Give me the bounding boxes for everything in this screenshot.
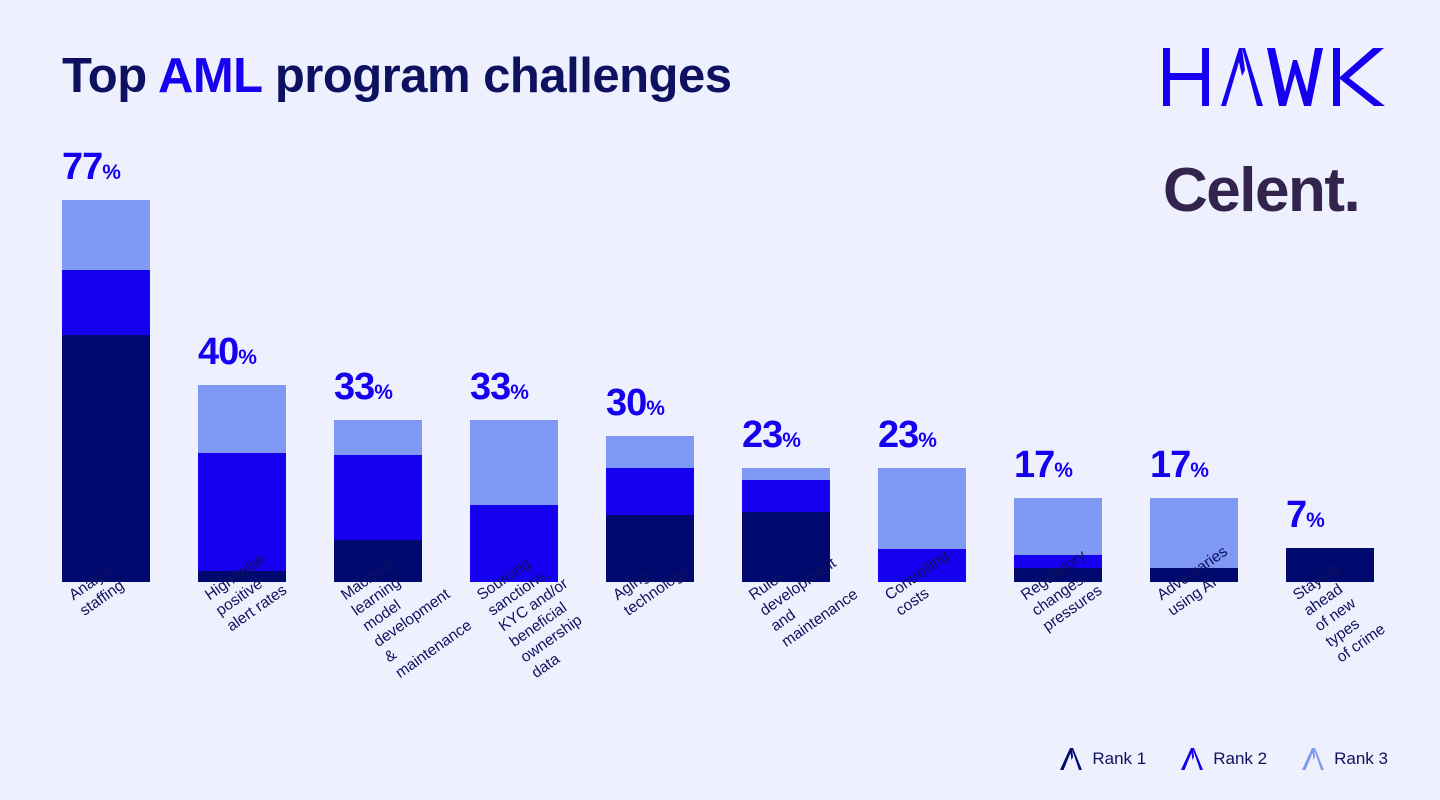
bar-segment-rank2 xyxy=(62,270,150,335)
bar-value-number: 17 xyxy=(1150,444,1191,486)
page-title-highlight: AML xyxy=(157,49,262,103)
hawk-wing-icon xyxy=(1302,748,1325,770)
legend-label: Rank 2 xyxy=(1213,749,1268,768)
bar-segment-rank2 xyxy=(878,549,966,582)
bar-stack xyxy=(1286,548,1374,582)
legend-label: Rank 1 xyxy=(1092,749,1147,768)
bar-value-label: 33% xyxy=(470,368,610,406)
bar-value-unit: % xyxy=(102,161,121,184)
chart-legend: Rank 1 Rank 2 Rank 3 xyxy=(1059,748,1388,770)
bar-segment-rank3 xyxy=(1014,498,1102,555)
bar-segment-rank2 xyxy=(1014,555,1102,568)
bar-segment-rank2 xyxy=(198,453,286,571)
legend-label: Rank 3 xyxy=(1334,749,1388,768)
bar-stack xyxy=(878,468,966,582)
bar-segment-rank3 xyxy=(742,468,830,480)
bar-value-number: 77 xyxy=(62,146,103,188)
bar-value-number: 40 xyxy=(198,331,239,373)
bar-stack xyxy=(334,420,422,582)
bar-segment-rank1 xyxy=(334,540,422,582)
bar-value-unit: % xyxy=(510,381,529,404)
bar-segment-rank3 xyxy=(606,436,694,468)
hawk-wing-icon xyxy=(1060,748,1083,770)
bar-value-label: 40% xyxy=(198,333,338,371)
bar-segment-rank2 xyxy=(606,468,694,515)
celent-logo: Celent. xyxy=(1163,156,1361,225)
bar-value-number: 33 xyxy=(470,366,511,408)
bar-value-unit: % xyxy=(238,346,257,369)
bar-segment-rank2 xyxy=(470,505,558,582)
legend-item-1[interactable]: Rank 1 xyxy=(1059,748,1146,770)
bar-value-label: 7% xyxy=(1286,496,1426,534)
bar-value-unit: % xyxy=(1054,459,1073,482)
hawk-wing-icon xyxy=(1181,748,1204,770)
bar-value-label: 17% xyxy=(1014,446,1154,484)
bar-segment-rank3 xyxy=(62,200,150,270)
page-title-suffix: program challenges xyxy=(261,49,732,103)
bar-segment-rank3 xyxy=(878,468,966,549)
bar-value-number: 7 xyxy=(1286,494,1307,536)
legend-item-3[interactable]: Rank 3 xyxy=(1301,748,1388,770)
bar-segment-rank1 xyxy=(62,335,150,582)
bar-segment-rank3 xyxy=(198,385,286,453)
bar-value-number: 33 xyxy=(334,366,375,408)
bar-value-unit: % xyxy=(1190,459,1209,482)
bar-value-unit: % xyxy=(1306,509,1325,532)
page-title: Top AML program challenges xyxy=(62,48,732,104)
bar-segment-rank3 xyxy=(470,420,558,505)
bar-value-unit: % xyxy=(374,381,393,404)
hawk-logo xyxy=(1163,48,1389,106)
bar-value-number: 23 xyxy=(878,414,919,456)
bar-segment-rank1 xyxy=(1014,568,1102,582)
bar-segment-rank2 xyxy=(334,455,422,540)
bar-stack xyxy=(1150,498,1238,582)
bar-segment-rank1 xyxy=(606,515,694,582)
bar-segment-rank3 xyxy=(334,420,422,455)
legend-item-2[interactable]: Rank 2 xyxy=(1180,748,1267,770)
bar-stack xyxy=(1014,498,1102,582)
bar-stack xyxy=(198,385,286,582)
bar-value-label: 33% xyxy=(334,368,474,406)
bar-segment-rank1 xyxy=(742,512,830,582)
bar-value-label: 23% xyxy=(742,416,882,454)
bar-value-label: 77% xyxy=(62,148,202,186)
bar-value-label: 23% xyxy=(878,416,1018,454)
bar-value-label: 17% xyxy=(1150,446,1290,484)
bar-value-unit: % xyxy=(918,429,937,452)
bar-segment-rank1 xyxy=(1286,548,1374,582)
bar-stack xyxy=(470,420,558,582)
bar-stack xyxy=(742,468,830,582)
bar-value-number: 23 xyxy=(742,414,783,456)
bar-segment-rank3 xyxy=(1150,498,1238,568)
bar-segment-rank1 xyxy=(198,571,286,582)
bar-segment-rank2 xyxy=(742,480,830,512)
page-title-prefix: Top xyxy=(62,49,158,103)
bar-value-unit: % xyxy=(782,429,801,452)
bar-value-number: 17 xyxy=(1014,444,1055,486)
bar-value-label: 30% xyxy=(606,384,746,422)
bar-value-unit: % xyxy=(646,397,665,420)
bar-stack xyxy=(62,200,150,582)
bar-segment-rank1 xyxy=(1150,568,1238,582)
bar-stack xyxy=(606,436,694,582)
bar-value-number: 30 xyxy=(606,382,647,424)
